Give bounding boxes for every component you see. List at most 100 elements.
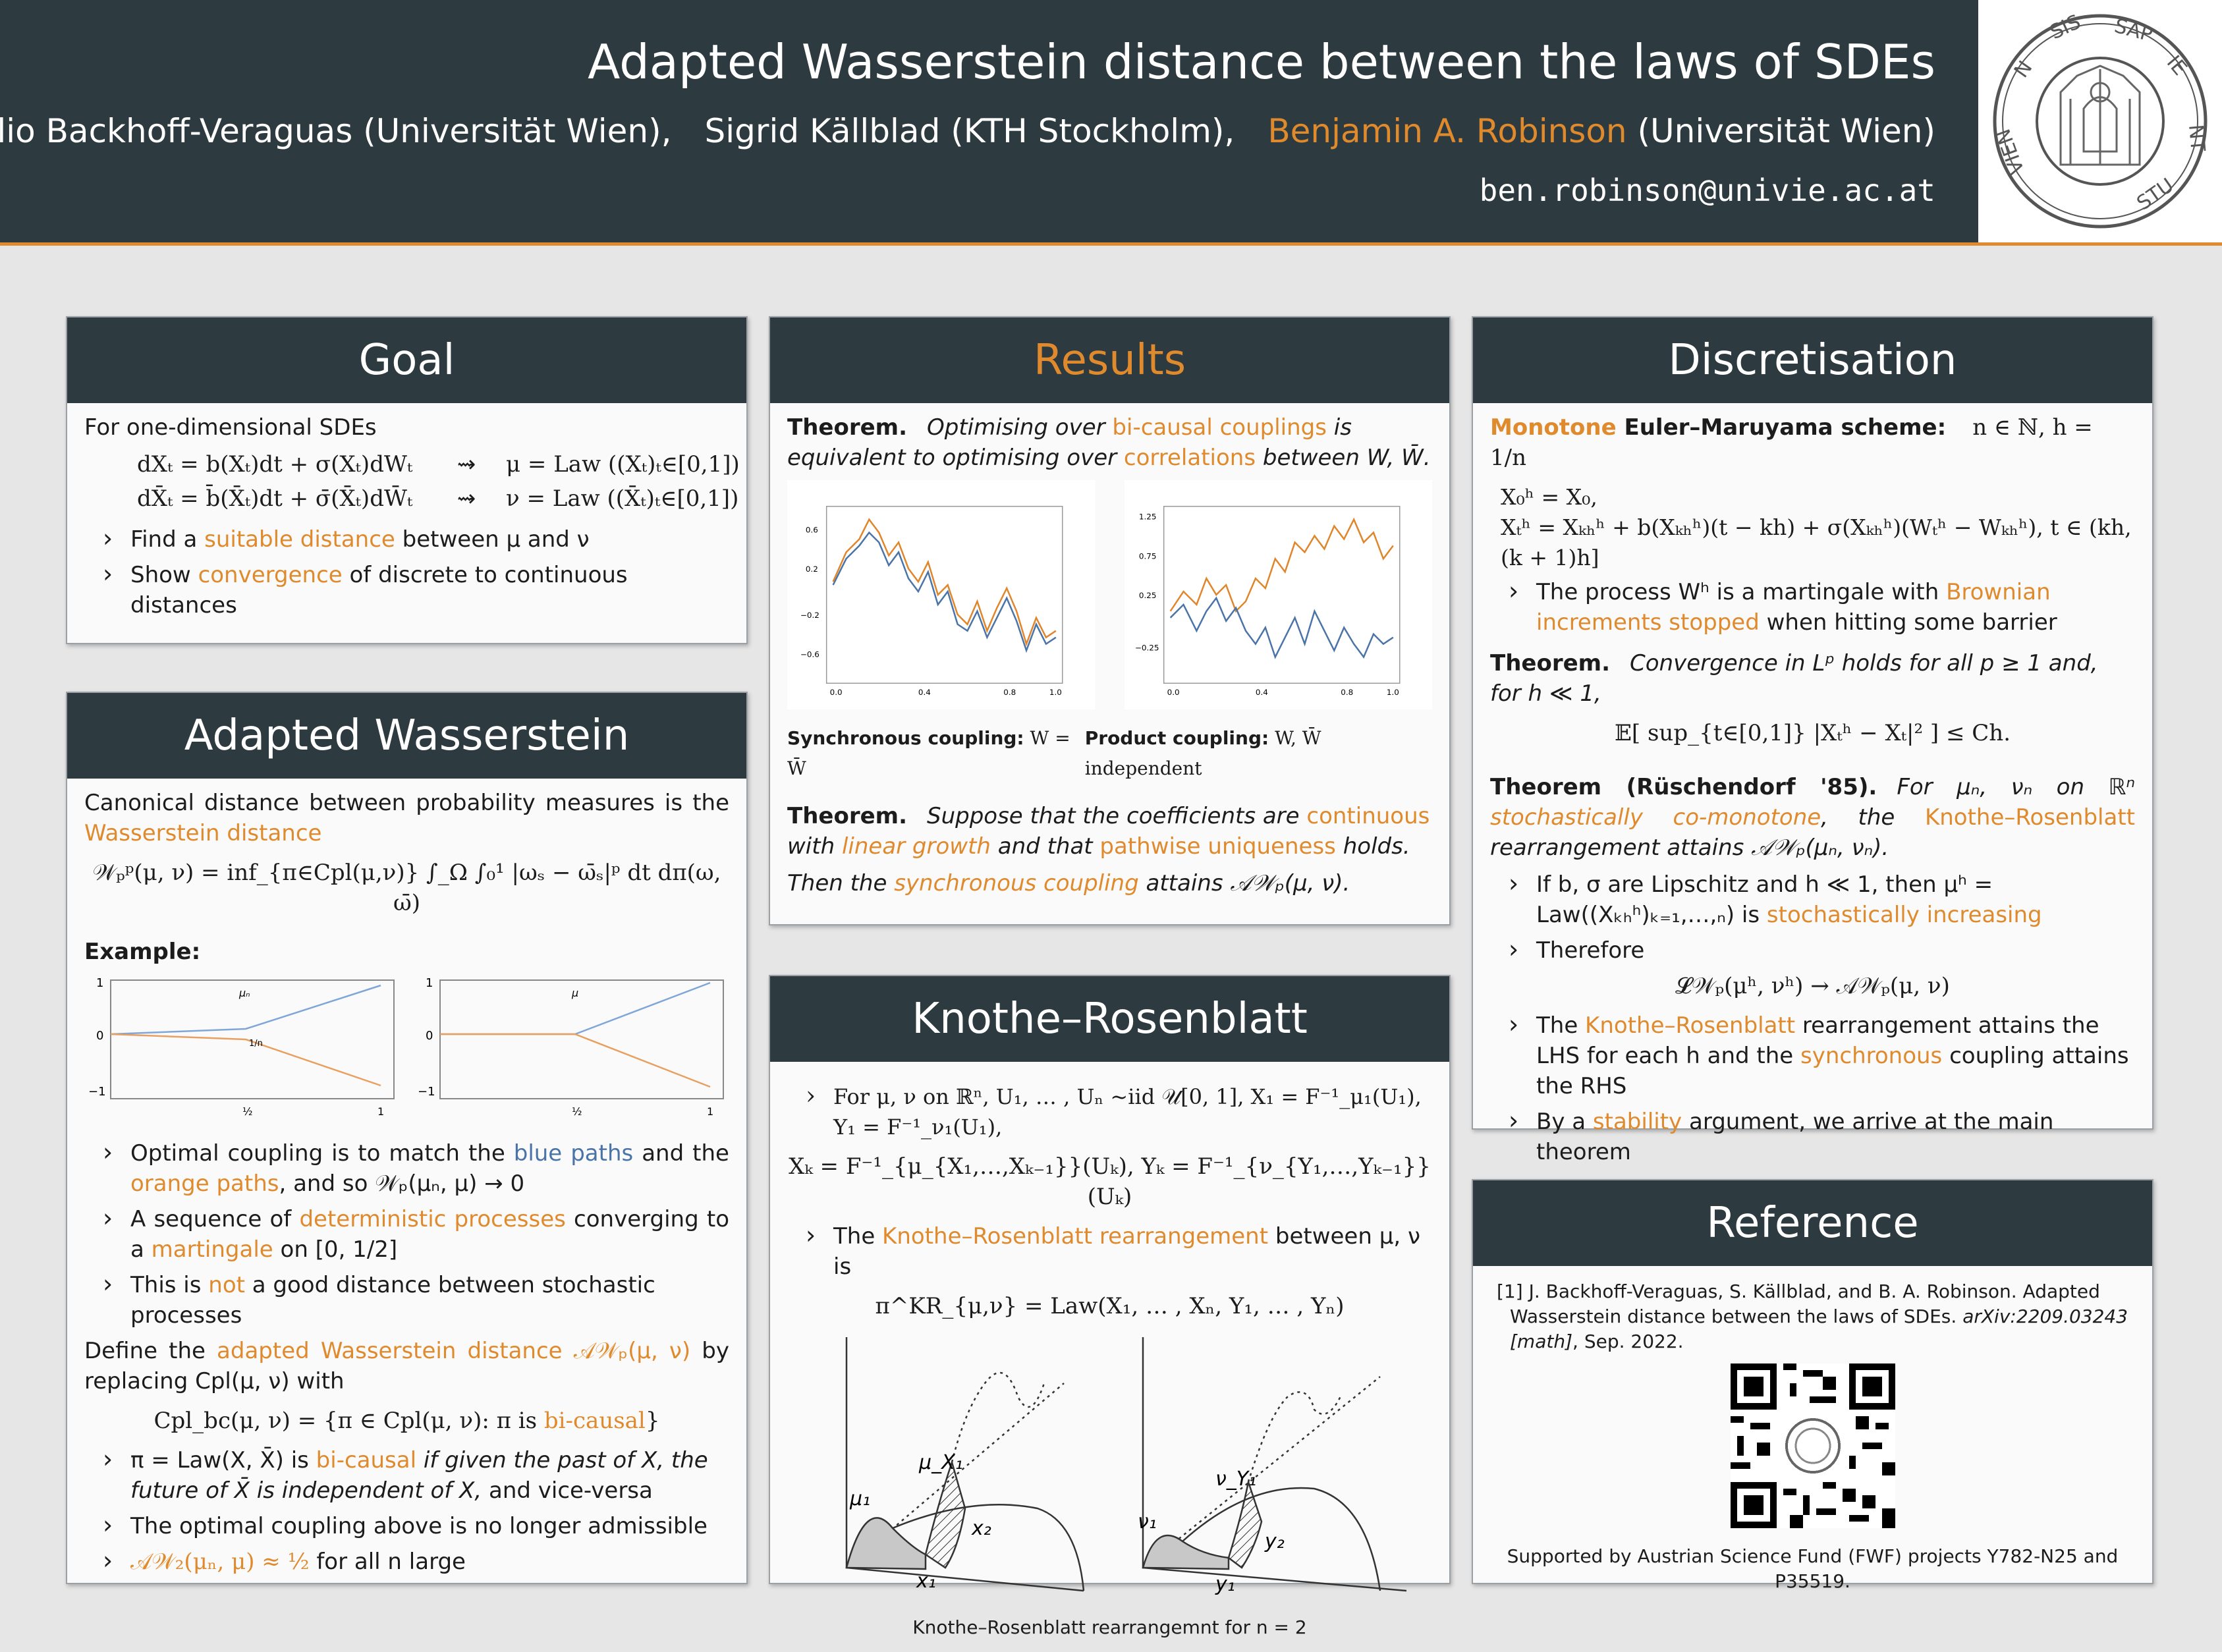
discretisation-bullet-3: Therefore xyxy=(1490,934,2135,966)
svg-text:1.0: 1.0 xyxy=(1049,688,1062,697)
svg-text:1: 1 xyxy=(377,1105,384,1118)
panel-results-title: Results xyxy=(770,317,1449,403)
svg-text:1: 1 xyxy=(96,976,103,990)
svg-text:NT: NT xyxy=(2184,124,2209,153)
adapted-bullet-1: Optimal coupling is to match the blue pa… xyxy=(84,1137,729,1199)
svg-text:0: 0 xyxy=(96,1029,103,1043)
euler-scheme-heading: Monotone Euler–Maruyama scheme: n ∈ ℕ, h … xyxy=(1490,414,2093,471)
adapted-bullet-3: This is not a good distance between stoc… xyxy=(84,1269,729,1331)
caption-product: Product coupling: W, W̄ independent xyxy=(1084,727,1321,779)
sde-eq1-right: μ = Law ((Xₜ)ₜ∈[0,1]) xyxy=(506,451,740,478)
adapted-bullet-5: The optimal coupling above is no longer … xyxy=(84,1510,729,1541)
example-path-plots: 1 0 −1 μₙ 1/n ½ 1 1 0 −1 μ ½ 1 xyxy=(88,976,724,1118)
svg-text:−0.25: −0.25 xyxy=(1134,644,1159,653)
svg-text:0.4: 0.4 xyxy=(1255,688,1267,697)
panel-adapted-title: Adapted Wasserstein xyxy=(67,693,746,779)
diagram-nu xyxy=(1142,1337,1407,1592)
svg-text:1: 1 xyxy=(707,1105,713,1118)
svg-text:1/n: 1/n xyxy=(249,1039,263,1049)
discretisation-bullet-5: By a stability argument, we arrive at th… xyxy=(1490,1105,2135,1167)
panel-knothe-title: Knothe–Rosenblatt xyxy=(770,976,1449,1062)
svg-text:−0.6: −0.6 xyxy=(800,649,819,659)
svg-text:0.75: 0.75 xyxy=(1138,551,1156,561)
results-theorem-2-conclusion: Then the synchronous coupling attains 𝒜𝒲… xyxy=(787,870,1350,896)
svg-text:0.8: 0.8 xyxy=(1003,688,1016,697)
poster-title: Adapted Wasserstein distance between the… xyxy=(588,34,1935,90)
results-theorem-2: Theorem. Suppose that the coefficients ar… xyxy=(787,803,1430,860)
svg-text:0.2: 0.2 xyxy=(806,564,818,574)
panel-discretisation: Discretisation Monotone Euler–Maruyama s… xyxy=(1472,316,2153,1165)
panel-discretisation-title: Discretisation xyxy=(1473,317,2152,403)
author-1: Julio Backhoff-Veraguas (Universität Wie… xyxy=(0,112,672,150)
university-logo: N SIS SAP IE NT STU VIEN xyxy=(1978,0,2222,242)
svg-text:0: 0 xyxy=(426,1029,433,1043)
lhs-rhs-equation: 𝓛𝒲ₚ(μʰ, νʰ) → 𝒜𝒲ₚ(μ, ν) xyxy=(1675,973,1950,999)
reference-entry[interactable]: [1] J. Backhoff-Veraguas, S. Källblad, a… xyxy=(1497,1280,2128,1352)
convergence-equation: 𝔼[ sup_{t∈[0,1]} |Xₜʰ − Xₜ|² ] ≤ Ch. xyxy=(1614,720,2011,746)
svg-text:VIEN: VIEN xyxy=(1991,126,2029,177)
bicausal-set-equation: Cpl_bc(μ, ν) = {π ∈ Cpl(μ, ν): π is bi-c… xyxy=(153,1408,660,1434)
poster-header: Adapted Wasserstein distance between the… xyxy=(0,0,2222,246)
university-vienna-seal-icon: N SIS SAP IE NT STU VIEN xyxy=(1991,11,2209,229)
author-3: Benjamin A. Robinson (Universität Wien) xyxy=(1267,112,1935,150)
funding-note: Supported by Austrian Science Fund (FWF)… xyxy=(1507,1545,2119,1592)
label-nu-y1: ν_Y₁ xyxy=(1215,1468,1256,1491)
svg-text:0.6: 0.6 xyxy=(806,526,818,535)
svg-text:½: ½ xyxy=(242,1105,253,1118)
label-x2: x₂ xyxy=(971,1517,991,1540)
wasserstein-equation: 𝒲ₚᵖ(μ, ν) = inf_{π∈Cpl(μ,ν)} ∫_Ω ∫₀¹ |ωₛ… xyxy=(92,860,721,916)
author-list: Julio Backhoff-Veraguas (Universität Wie… xyxy=(0,112,1935,150)
svg-text:SAP: SAP xyxy=(2112,14,2155,47)
panel-knothe-rosenblatt: Knothe–Rosenblatt For μ, ν on ℝⁿ, U₁, … … xyxy=(769,975,1451,1638)
sde-equations: dXₜ = b(Xₜ)dt + σ(Xₜ)dWₜ ⇝ μ = Law ((Xₜ)… xyxy=(137,449,740,514)
panel-reference: Reference [1] J. Backhoff-Veraguas, S. K… xyxy=(1472,1179,2153,1592)
author-2: Sigrid Källblad (KTH Stockholm), xyxy=(704,112,1235,150)
svg-text:STU: STU xyxy=(2133,174,2179,215)
adapted-intro: Canonical distance between probability m… xyxy=(84,790,729,846)
svg-text:SIS: SIS xyxy=(2047,11,2084,45)
discretisation-theorem-1: Theorem. Convergence in Lᵖ holds for all … xyxy=(1490,650,2098,707)
results-theorem-1: Theorem. Optimising over bi-causal coupli… xyxy=(787,414,1431,471)
adapted-bullet-4: π = Law(X, X̄) is bi-causal if given the… xyxy=(84,1444,729,1506)
sde-eq2-right: ν = Law ((X̄ₜ)ₜ∈[0,1]) xyxy=(506,485,739,512)
panel-adapted-wasserstein: Adapted Wasserstein Canonical distance b… xyxy=(66,692,748,1584)
knothe-bullet-1: For μ, ν on ℝⁿ, U₁, … , Uₙ ~iid 𝒰[0, 1],… xyxy=(787,1080,1432,1142)
sde-eq1-left: dXₜ = b(Xₜ)dt + σ(Xₜ)dWₜ xyxy=(137,451,413,478)
svg-text:−1: −1 xyxy=(418,1085,435,1099)
svg-text:−0.2: −0.2 xyxy=(800,611,819,620)
qr-code-icon[interactable] xyxy=(1730,1363,1895,1528)
sde-eq2-left: dX̄ₜ = b̄(X̄ₜ)dt + σ̄(X̄ₜ)dW̄ₜ xyxy=(137,485,413,512)
example-heading: Example: xyxy=(84,939,201,965)
knothe-diagram-caption: Knothe–Rosenblatt rearrangemnt for n = 2 xyxy=(912,1616,1307,1638)
caption-synchronous: Synchronous coupling: W = W̄ xyxy=(787,727,1070,779)
goal-bullet-2: Show convergence of discrete to continuo… xyxy=(84,559,729,620)
sde-eq2-arrow: ⇝ xyxy=(457,485,476,512)
label-x1: x₁ xyxy=(916,1570,936,1593)
plot-mu: 1 0 −1 μ ½ 1 xyxy=(418,976,724,1118)
knothe-equation-1: Xₖ = F⁻¹_{μ_{X₁,…,Xₖ₋₁}}(Uₖ), Yₖ = F⁻¹_{… xyxy=(789,1153,1431,1210)
label-y1: y₁ xyxy=(1215,1573,1235,1596)
adapted-definition: Define the adapted Wasserstein distance … xyxy=(84,1338,730,1394)
goal-intro: For one-dimensional SDEs xyxy=(84,414,377,441)
panel-reference-title: Reference xyxy=(1473,1180,2152,1266)
sde-eq1-arrow: ⇝ xyxy=(457,451,476,478)
svg-text:0.8: 0.8 xyxy=(1341,688,1353,697)
discretisation-bullet-1: The process Wʰ is a martingale with Brow… xyxy=(1490,576,2135,638)
label-nu1: ν₁ xyxy=(1138,1510,1157,1533)
panel-results: Results Theorem. Optimising over bi-causa… xyxy=(769,316,1451,925)
svg-text:1: 1 xyxy=(426,976,433,990)
panel-goal-title: Goal xyxy=(67,317,746,403)
knothe-bullet-2: The Knothe–Rosenblatt rearrangement betw… xyxy=(787,1220,1432,1282)
svg-text:0.0: 0.0 xyxy=(1167,688,1179,697)
euler-scheme-equations: X₀ʰ = X₀, Xₜʰ = Xₖₕʰ + b(Xₖₕʰ)(t − kh) +… xyxy=(1501,484,2132,570)
discretisation-bullet-4: The Knothe–Rosenblatt rearrangement atta… xyxy=(1490,1009,2135,1101)
svg-text:μ: μ xyxy=(571,987,578,999)
plot-mu-n: 1 0 −1 μₙ 1/n ½ 1 xyxy=(88,976,395,1118)
svg-text:½: ½ xyxy=(572,1105,582,1118)
svg-text:−1: −1 xyxy=(88,1085,106,1099)
svg-text:0.4: 0.4 xyxy=(918,688,931,697)
adapted-bullet-6: 𝒜𝒲₂(μₙ, μ) ≈ ½ for all n large xyxy=(84,1545,729,1577)
svg-text:0.0: 0.0 xyxy=(830,688,843,697)
diagram-mu xyxy=(845,1337,1085,1592)
plot-product-coupling: 1.25 0.75 0.25 −0.25 0.0 0.4 0.8 1.0 xyxy=(1124,480,1432,710)
